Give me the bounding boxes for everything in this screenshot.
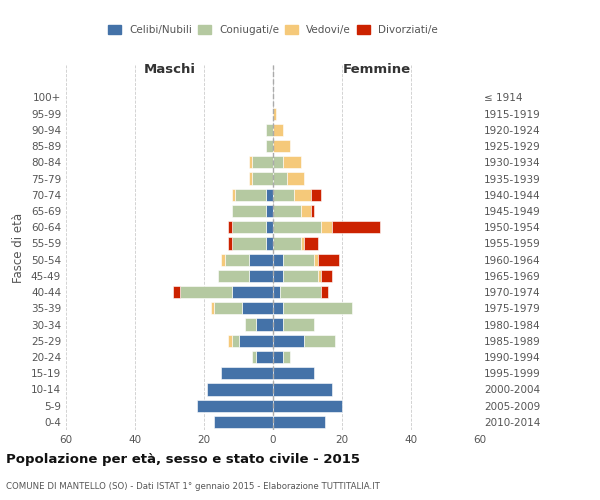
Text: Popolazione per età, sesso e stato civile - 2015: Popolazione per età, sesso e stato civil… <box>6 452 360 466</box>
Bar <box>322 221 332 234</box>
Bar <box>273 172 287 184</box>
Bar <box>266 124 273 136</box>
Bar <box>273 140 290 152</box>
Bar <box>232 221 266 234</box>
Bar <box>304 334 335 347</box>
Bar <box>318 270 322 282</box>
Bar <box>273 351 283 363</box>
Bar <box>211 302 214 314</box>
Bar <box>232 205 266 217</box>
Bar <box>273 188 294 201</box>
Bar <box>242 302 273 314</box>
Bar <box>287 172 304 184</box>
Bar <box>232 286 273 298</box>
Bar <box>273 254 283 266</box>
Bar <box>239 334 273 347</box>
Bar <box>273 367 314 380</box>
Bar <box>249 254 273 266</box>
Bar <box>283 254 314 266</box>
Y-axis label: Fasce di età: Fasce di età <box>13 212 25 282</box>
Bar <box>232 188 235 201</box>
Bar <box>273 124 283 136</box>
Legend: Celibi/Nubili, Coniugati/e, Vedovi/e, Divorziati/e: Celibi/Nubili, Coniugati/e, Vedovi/e, Di… <box>106 23 440 37</box>
Bar <box>273 156 283 168</box>
Bar <box>197 400 273 412</box>
Bar <box>322 286 328 298</box>
Bar <box>256 318 273 330</box>
Bar <box>214 416 273 428</box>
Bar <box>253 172 273 184</box>
Bar <box>283 351 290 363</box>
Text: COMUNE DI MANTELLO (SO) - Dati ISTAT 1° gennaio 2015 - Elaborazione TUTTITALIA.I: COMUNE DI MANTELLO (SO) - Dati ISTAT 1° … <box>6 482 380 491</box>
Bar <box>273 318 283 330</box>
Bar <box>273 221 322 234</box>
Bar <box>228 334 232 347</box>
Bar <box>273 416 325 428</box>
Bar <box>180 286 232 298</box>
Bar <box>311 188 322 201</box>
Bar <box>273 238 301 250</box>
Bar <box>304 238 318 250</box>
Bar <box>253 156 273 168</box>
Bar <box>280 286 322 298</box>
Bar <box>273 400 342 412</box>
Bar <box>221 254 224 266</box>
Bar <box>266 140 273 152</box>
Bar <box>266 205 273 217</box>
Bar <box>322 270 332 282</box>
Bar <box>253 351 256 363</box>
Bar <box>294 188 311 201</box>
Bar <box>273 108 277 120</box>
Text: Maschi: Maschi <box>143 64 196 76</box>
Bar <box>224 254 249 266</box>
Bar <box>245 318 256 330</box>
Bar <box>249 156 253 168</box>
Bar <box>273 205 301 217</box>
Bar <box>283 302 352 314</box>
Text: Femmine: Femmine <box>343 64 410 76</box>
Bar <box>266 238 273 250</box>
Bar <box>235 188 266 201</box>
Bar <box>311 205 314 217</box>
Bar <box>173 286 180 298</box>
Bar <box>228 238 232 250</box>
Bar <box>228 221 232 234</box>
Bar <box>214 302 242 314</box>
Bar <box>273 286 280 298</box>
Bar <box>232 238 266 250</box>
Bar <box>249 172 253 184</box>
Bar <box>332 221 380 234</box>
Bar <box>221 367 273 380</box>
Bar <box>273 302 283 314</box>
Bar <box>266 221 273 234</box>
Bar <box>208 384 273 396</box>
Bar <box>283 270 318 282</box>
Bar <box>283 156 301 168</box>
Bar <box>273 270 283 282</box>
Bar <box>266 188 273 201</box>
Bar <box>273 334 304 347</box>
Bar <box>218 270 249 282</box>
Bar <box>249 270 273 282</box>
Bar <box>314 254 318 266</box>
Bar <box>256 351 273 363</box>
Bar <box>318 254 338 266</box>
Bar <box>301 205 311 217</box>
Bar <box>301 238 304 250</box>
Bar <box>232 334 239 347</box>
Bar <box>273 384 332 396</box>
Bar <box>283 318 314 330</box>
